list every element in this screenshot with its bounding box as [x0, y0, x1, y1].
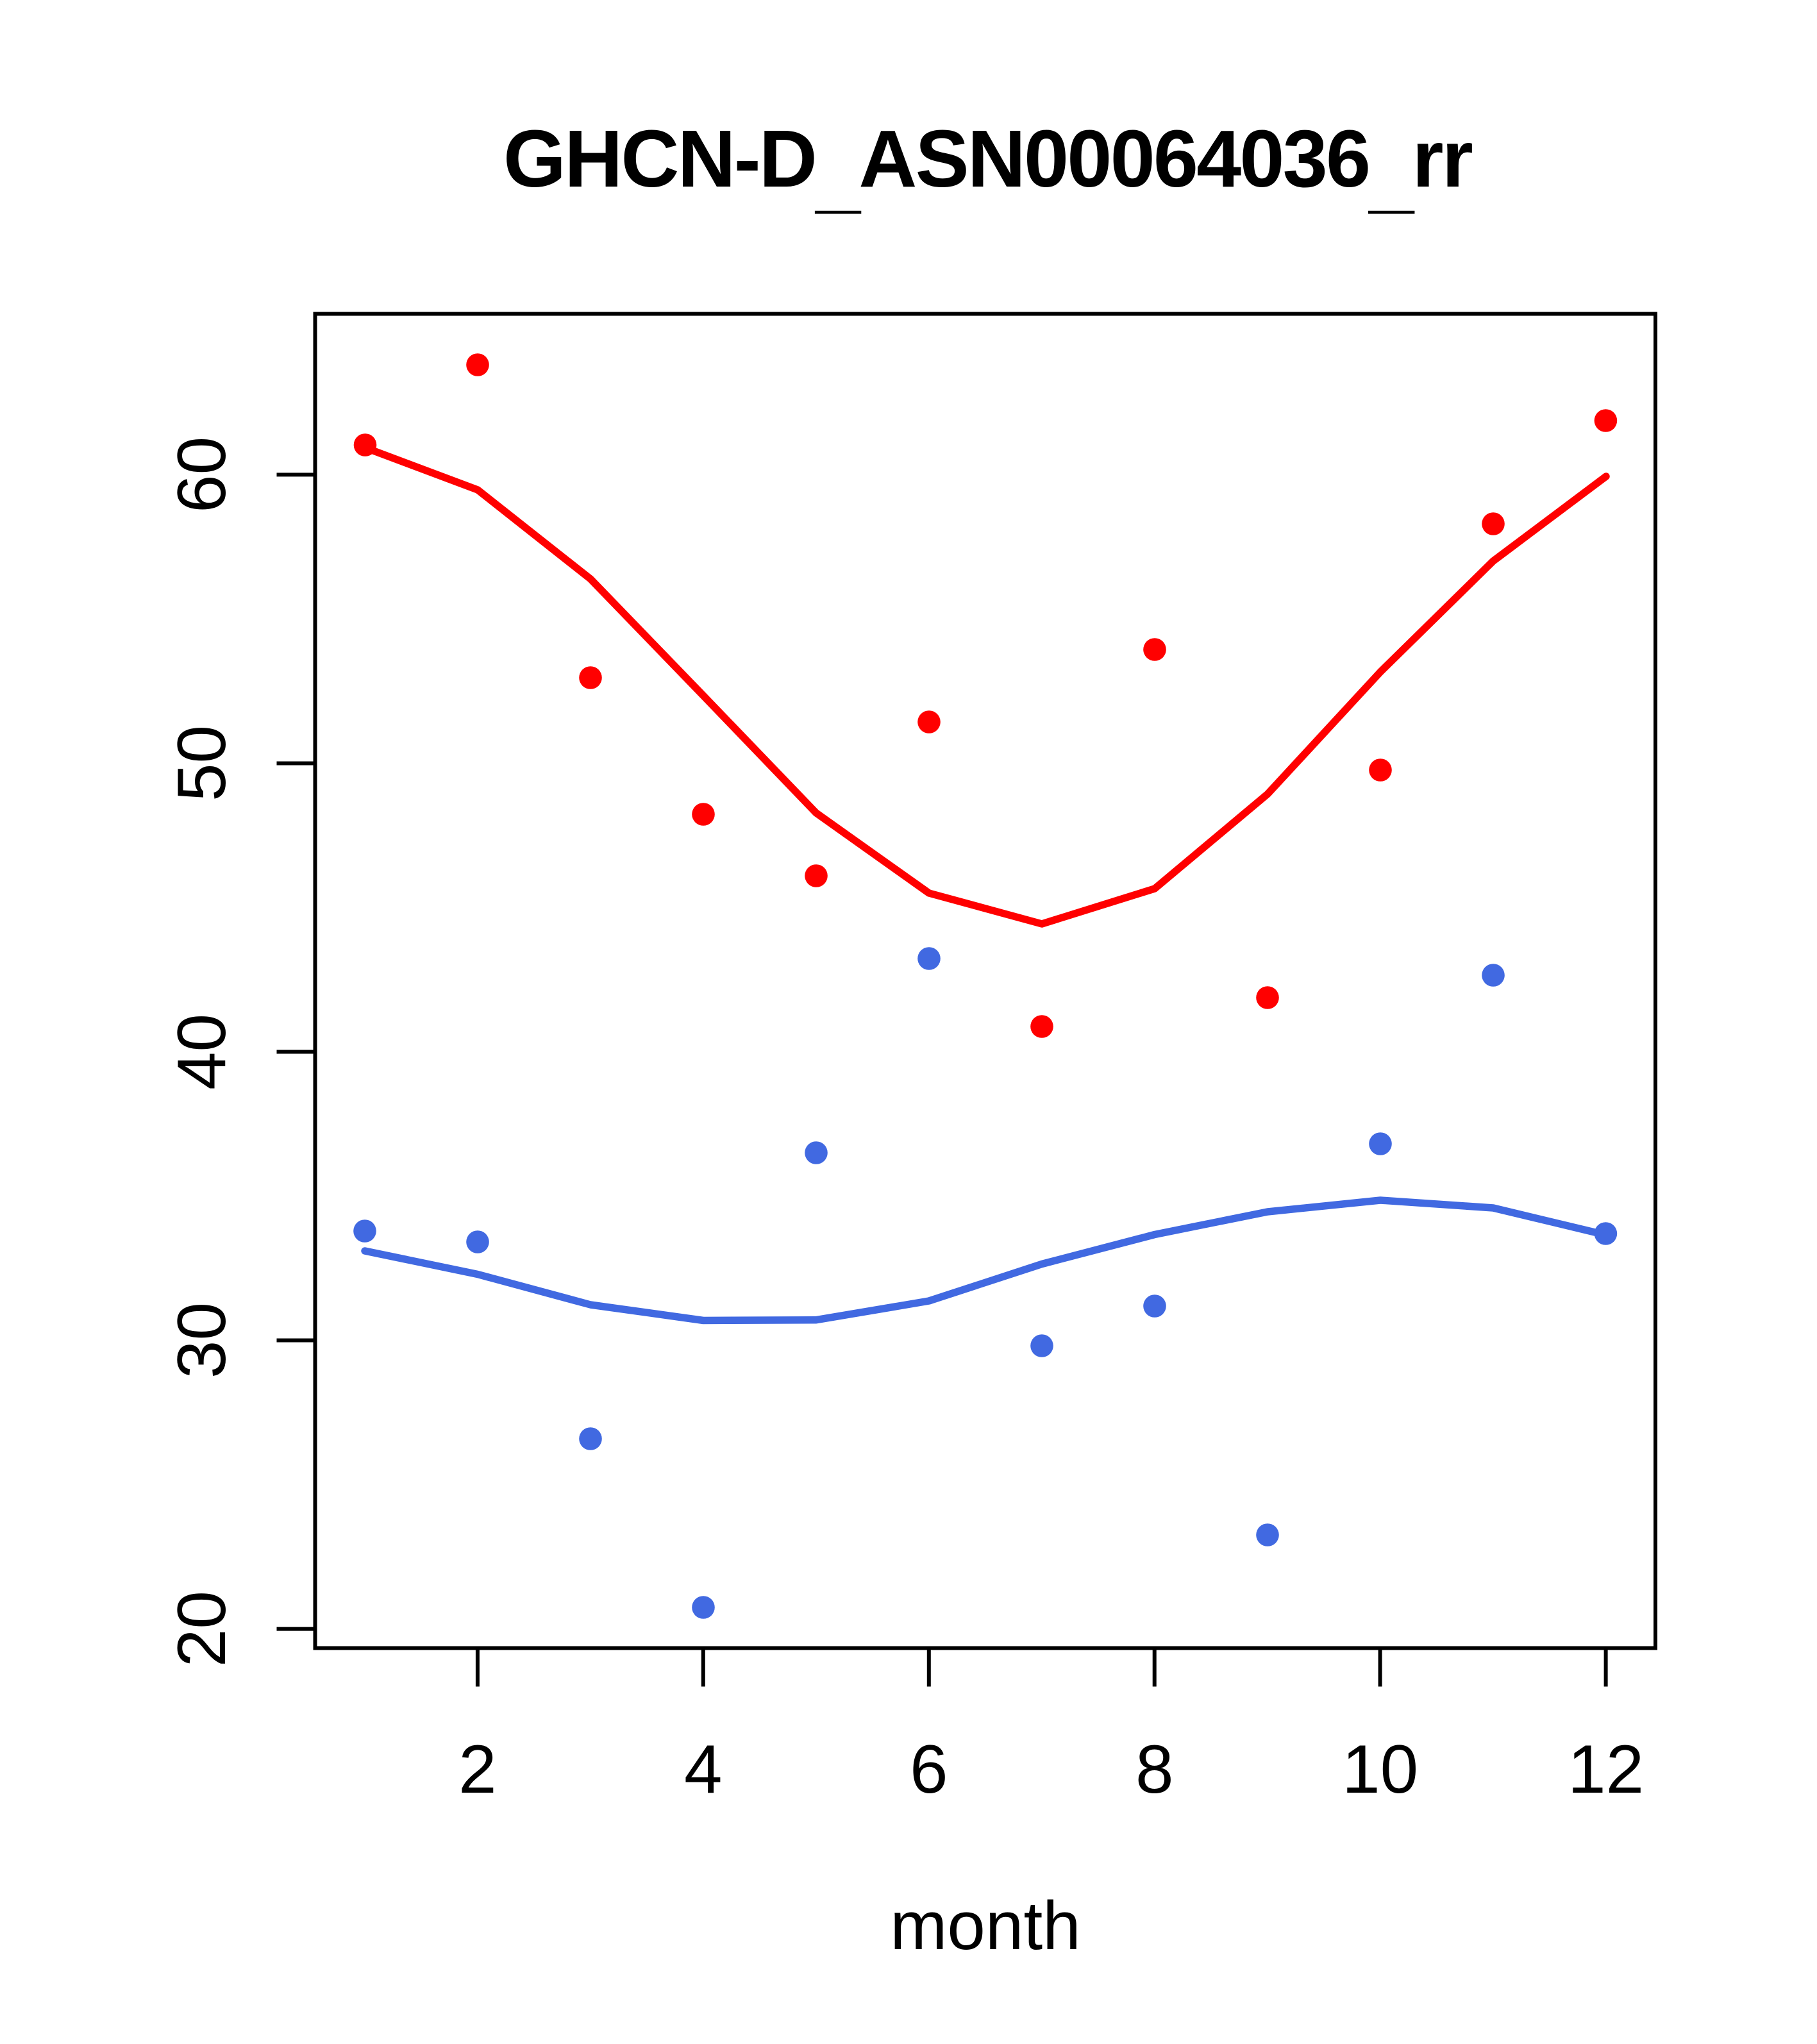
svg-text:50: 50 — [163, 725, 240, 801]
svg-text:10: 10 — [1342, 1730, 1418, 1807]
svg-text:8: 8 — [1135, 1730, 1174, 1807]
svg-text:60: 60 — [163, 437, 240, 513]
svg-text:12: 12 — [1568, 1730, 1644, 1807]
svg-text:2: 2 — [458, 1730, 497, 1807]
svg-text:20: 20 — [163, 1591, 240, 1667]
svg-text:4: 4 — [684, 1730, 723, 1807]
svg-text:6: 6 — [910, 1730, 948, 1807]
svg-text:30: 30 — [163, 1302, 240, 1378]
svg-text:40: 40 — [163, 1014, 240, 1090]
svg-text:month: month — [890, 1887, 1080, 1964]
svg-text:GHCN-D_ASN00064036_rr: GHCN-D_ASN00064036_rr — [503, 113, 1473, 221]
